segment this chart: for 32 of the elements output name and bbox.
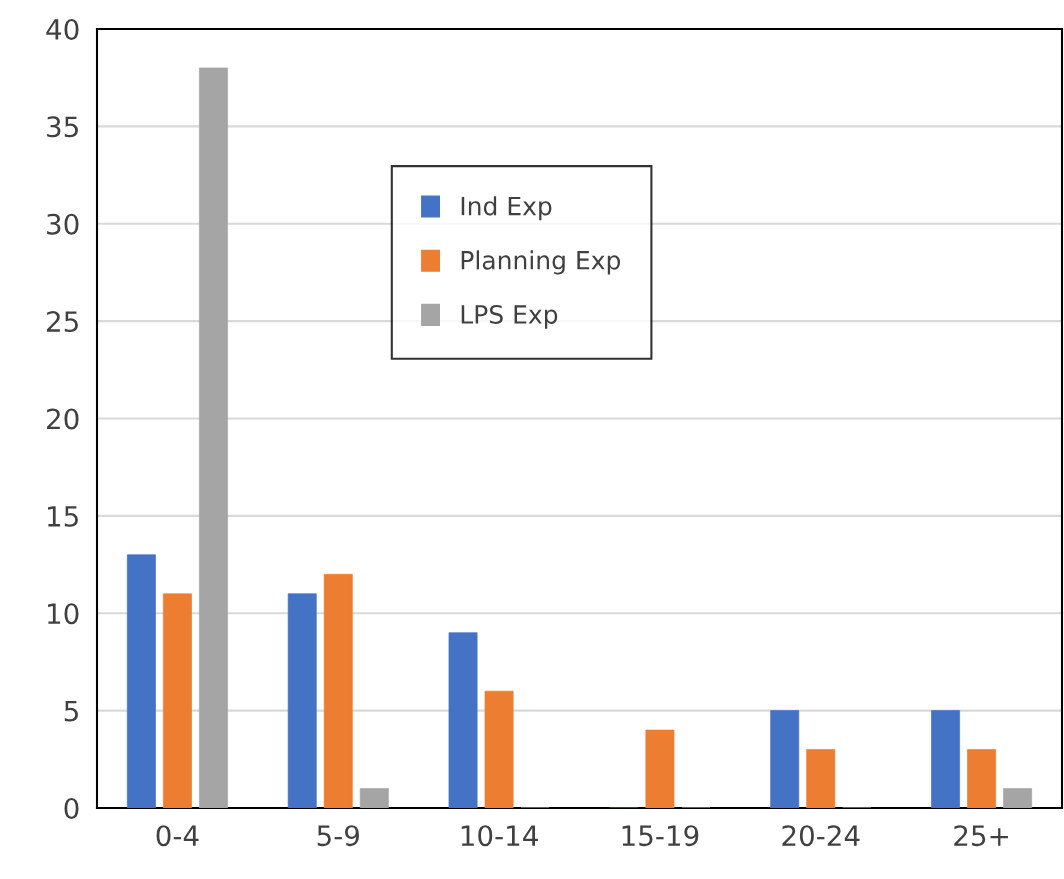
x-tick-label: 20-24 xyxy=(782,825,860,847)
y-tick-label: 40 xyxy=(46,18,79,40)
y-tick-label: 15 xyxy=(48,506,78,527)
bar xyxy=(199,67,228,808)
bar xyxy=(967,749,997,808)
bar xyxy=(359,788,389,808)
bar xyxy=(645,729,675,808)
bar xyxy=(1003,788,1033,808)
x-tick-label: 10-14 xyxy=(461,825,538,847)
y-tick-label: 25 xyxy=(47,311,78,333)
x-tick-label: 15-19 xyxy=(622,825,699,847)
bar xyxy=(323,573,353,808)
bar xyxy=(162,593,192,808)
y-tick-label: 35 xyxy=(47,116,78,138)
bar xyxy=(484,690,514,808)
y-tick-label: 10 xyxy=(48,603,79,625)
y-tick-label: 30 xyxy=(47,213,79,235)
bar xyxy=(126,554,156,808)
bar xyxy=(448,632,478,808)
bar xyxy=(931,710,960,808)
x-tick-label: 5-9 xyxy=(317,825,359,847)
legend-label: Planning Exp xyxy=(461,250,621,275)
x-tick-label: 25+ xyxy=(954,825,1008,847)
legend-label: LPS Exp xyxy=(461,304,558,329)
bar xyxy=(806,749,836,808)
y-tick-label: 0 xyxy=(64,797,79,819)
bar xyxy=(770,710,800,808)
x-tick-label: 0-4 xyxy=(156,825,199,847)
y-tick-label: 20 xyxy=(47,408,79,430)
bar xyxy=(287,593,317,808)
y-tick-label: 5 xyxy=(64,700,78,722)
legend-label: Ind Exp xyxy=(461,196,552,221)
